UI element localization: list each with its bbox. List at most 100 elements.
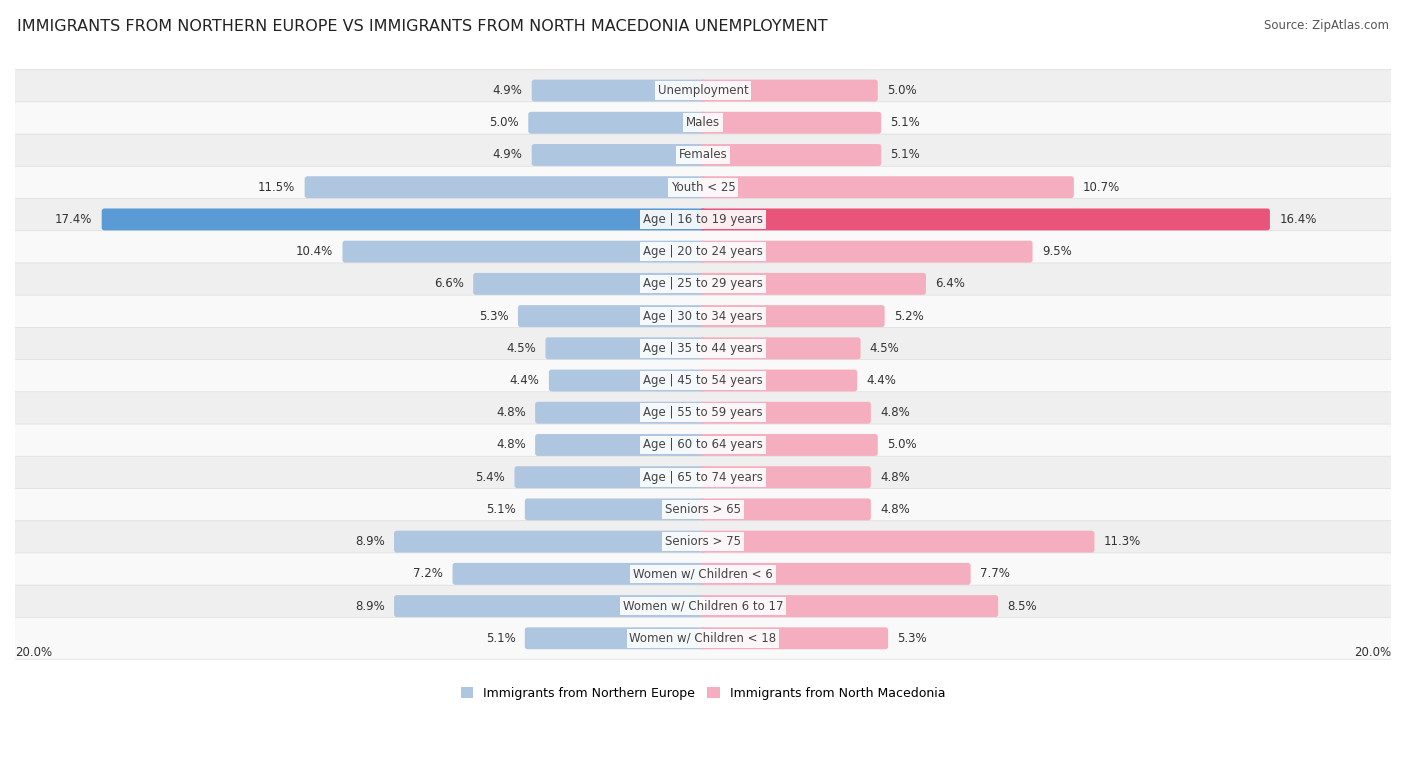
Text: Age | 35 to 44 years: Age | 35 to 44 years [643, 342, 763, 355]
Text: 4.5%: 4.5% [870, 342, 900, 355]
FancyBboxPatch shape [531, 144, 706, 166]
Text: 8.5%: 8.5% [1008, 600, 1038, 612]
Text: 5.1%: 5.1% [890, 117, 921, 129]
FancyBboxPatch shape [700, 531, 1094, 553]
Text: 6.4%: 6.4% [935, 277, 965, 291]
FancyBboxPatch shape [524, 498, 706, 520]
Text: 16.4%: 16.4% [1279, 213, 1316, 226]
FancyBboxPatch shape [10, 456, 1396, 498]
Text: 4.8%: 4.8% [880, 471, 910, 484]
Text: 5.4%: 5.4% [475, 471, 505, 484]
FancyBboxPatch shape [700, 112, 882, 134]
FancyBboxPatch shape [700, 595, 998, 617]
Text: Women w/ Children < 6: Women w/ Children < 6 [633, 567, 773, 581]
Text: Women w/ Children 6 to 17: Women w/ Children 6 to 17 [623, 600, 783, 612]
Text: Age | 30 to 34 years: Age | 30 to 34 years [643, 310, 763, 322]
FancyBboxPatch shape [10, 102, 1396, 144]
FancyBboxPatch shape [517, 305, 706, 327]
Text: Age | 45 to 54 years: Age | 45 to 54 years [643, 374, 763, 387]
FancyBboxPatch shape [700, 208, 1270, 230]
FancyBboxPatch shape [474, 273, 706, 294]
FancyBboxPatch shape [700, 144, 882, 166]
FancyBboxPatch shape [343, 241, 706, 263]
FancyBboxPatch shape [10, 424, 1396, 466]
Text: Seniors > 65: Seniors > 65 [665, 503, 741, 516]
Text: 10.4%: 10.4% [295, 245, 333, 258]
FancyBboxPatch shape [10, 553, 1396, 595]
Text: 4.5%: 4.5% [506, 342, 536, 355]
Text: 5.2%: 5.2% [894, 310, 924, 322]
Text: 17.4%: 17.4% [55, 213, 93, 226]
Text: 11.3%: 11.3% [1104, 535, 1142, 548]
Text: 4.8%: 4.8% [496, 407, 526, 419]
Text: 11.5%: 11.5% [259, 181, 295, 194]
Text: 20.0%: 20.0% [15, 646, 52, 659]
Text: 6.6%: 6.6% [434, 277, 464, 291]
Text: 5.3%: 5.3% [479, 310, 509, 322]
FancyBboxPatch shape [10, 134, 1396, 176]
Text: 7.7%: 7.7% [980, 567, 1010, 581]
FancyBboxPatch shape [700, 628, 889, 650]
FancyBboxPatch shape [10, 360, 1396, 401]
Text: Women w/ Children < 18: Women w/ Children < 18 [630, 632, 776, 645]
FancyBboxPatch shape [10, 295, 1396, 337]
Text: 4.8%: 4.8% [880, 407, 910, 419]
FancyBboxPatch shape [700, 176, 1074, 198]
FancyBboxPatch shape [10, 263, 1396, 305]
FancyBboxPatch shape [10, 167, 1396, 208]
FancyBboxPatch shape [536, 434, 706, 456]
Text: 5.1%: 5.1% [890, 148, 921, 161]
Text: Age | 55 to 59 years: Age | 55 to 59 years [643, 407, 763, 419]
FancyBboxPatch shape [10, 488, 1396, 531]
FancyBboxPatch shape [10, 585, 1396, 627]
FancyBboxPatch shape [700, 241, 1032, 263]
Text: Source: ZipAtlas.com: Source: ZipAtlas.com [1264, 19, 1389, 32]
Text: IMMIGRANTS FROM NORTHERN EUROPE VS IMMIGRANTS FROM NORTH MACEDONIA UNEMPLOYMENT: IMMIGRANTS FROM NORTHERN EUROPE VS IMMIG… [17, 19, 828, 34]
FancyBboxPatch shape [700, 434, 877, 456]
Text: 5.0%: 5.0% [887, 438, 917, 451]
Text: 5.1%: 5.1% [485, 632, 516, 645]
FancyBboxPatch shape [700, 402, 870, 424]
FancyBboxPatch shape [515, 466, 706, 488]
Text: 8.9%: 8.9% [356, 535, 385, 548]
FancyBboxPatch shape [529, 112, 706, 134]
FancyBboxPatch shape [536, 402, 706, 424]
Text: 4.9%: 4.9% [492, 148, 523, 161]
FancyBboxPatch shape [10, 327, 1396, 369]
FancyBboxPatch shape [700, 338, 860, 360]
FancyBboxPatch shape [101, 208, 706, 230]
Text: 4.8%: 4.8% [880, 503, 910, 516]
FancyBboxPatch shape [305, 176, 706, 198]
Legend: Immigrants from Northern Europe, Immigrants from North Macedonia: Immigrants from Northern Europe, Immigra… [456, 682, 950, 705]
Text: Age | 25 to 29 years: Age | 25 to 29 years [643, 277, 763, 291]
Text: 8.9%: 8.9% [356, 600, 385, 612]
Text: Seniors > 75: Seniors > 75 [665, 535, 741, 548]
Text: 4.9%: 4.9% [492, 84, 523, 97]
Text: 9.5%: 9.5% [1042, 245, 1071, 258]
FancyBboxPatch shape [531, 79, 706, 101]
FancyBboxPatch shape [394, 595, 706, 617]
Text: Age | 65 to 74 years: Age | 65 to 74 years [643, 471, 763, 484]
FancyBboxPatch shape [453, 563, 706, 585]
Text: 5.0%: 5.0% [489, 117, 519, 129]
Text: Age | 16 to 19 years: Age | 16 to 19 years [643, 213, 763, 226]
Text: Females: Females [679, 148, 727, 161]
FancyBboxPatch shape [10, 521, 1396, 562]
FancyBboxPatch shape [548, 369, 706, 391]
FancyBboxPatch shape [10, 70, 1396, 111]
Text: 10.7%: 10.7% [1083, 181, 1121, 194]
FancyBboxPatch shape [10, 392, 1396, 434]
FancyBboxPatch shape [10, 618, 1396, 659]
Text: Age | 20 to 24 years: Age | 20 to 24 years [643, 245, 763, 258]
Text: Age | 60 to 64 years: Age | 60 to 64 years [643, 438, 763, 451]
Text: 5.0%: 5.0% [887, 84, 917, 97]
FancyBboxPatch shape [10, 198, 1396, 241]
FancyBboxPatch shape [700, 498, 870, 520]
FancyBboxPatch shape [700, 273, 927, 294]
Text: 20.0%: 20.0% [1354, 646, 1391, 659]
FancyBboxPatch shape [10, 231, 1396, 273]
Text: Unemployment: Unemployment [658, 84, 748, 97]
Text: 7.2%: 7.2% [413, 567, 443, 581]
Text: 4.8%: 4.8% [496, 438, 526, 451]
FancyBboxPatch shape [700, 563, 970, 585]
